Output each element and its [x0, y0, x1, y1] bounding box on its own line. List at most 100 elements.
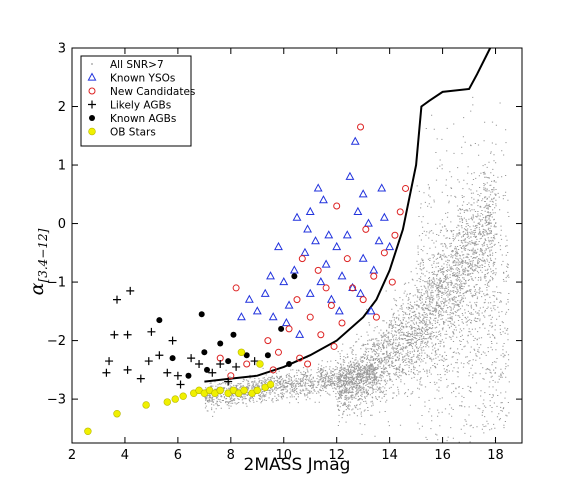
data-point	[377, 183, 387, 192]
data-point	[374, 236, 384, 245]
data-point	[163, 398, 171, 406]
data-point	[292, 212, 302, 221]
data-point	[379, 212, 389, 221]
y-tick-label: −3	[47, 393, 66, 408]
data-point	[357, 123, 365, 131]
legend-marker	[87, 72, 97, 81]
data-point	[224, 377, 233, 386]
data-point	[362, 225, 370, 233]
data-point	[142, 401, 150, 409]
data-point	[240, 386, 248, 395]
data-point	[305, 288, 315, 297]
x-tick-label: 8	[227, 448, 235, 463]
data-point	[232, 284, 240, 292]
x-tick-label: 6	[174, 448, 182, 463]
x-tick-label: 12	[328, 448, 345, 463]
data-point	[345, 171, 355, 180]
data-point	[260, 288, 270, 297]
y-tick-label: 2	[58, 100, 66, 115]
data-point	[208, 368, 217, 377]
data-point	[289, 265, 299, 274]
data-point	[274, 348, 282, 356]
data-point	[204, 366, 210, 373]
y-tick-label: 3	[58, 42, 66, 57]
data-point	[113, 410, 121, 418]
legend-box	[80, 55, 192, 147]
data-point	[321, 259, 331, 268]
data-point	[285, 325, 293, 333]
data-point	[155, 351, 164, 360]
data-point	[327, 301, 335, 309]
data-point	[338, 319, 346, 327]
data-point	[227, 372, 235, 380]
data-point	[306, 313, 314, 321]
data-point	[236, 312, 246, 321]
x-tick-label: 4	[121, 448, 129, 463]
x-tick-label: 14	[381, 448, 398, 463]
data-point	[333, 202, 341, 210]
legend-label: Known AGBs	[110, 113, 176, 125]
legend-label: OB Stars	[110, 126, 156, 138]
data-point	[313, 183, 323, 192]
data-point	[250, 357, 259, 366]
data-point	[136, 374, 145, 383]
y-axis-subscript: [3.4−12]	[36, 228, 50, 282]
data-point	[279, 277, 289, 286]
x-tick-label: 18	[487, 448, 504, 463]
data-point	[303, 224, 313, 233]
legend-label: All SNR>7	[110, 59, 164, 71]
data-point	[396, 208, 404, 216]
legend-item: New Candidates	[88, 86, 195, 98]
data-point	[156, 317, 163, 324]
data-point	[291, 273, 298, 280]
data-points	[84, 123, 410, 435]
data-point	[281, 317, 291, 327]
series-known-ysos	[236, 136, 395, 338]
data-point	[230, 331, 237, 338]
legend-item: OB Stars	[88, 126, 156, 138]
x-tick-label: 16	[434, 448, 451, 463]
data-point	[343, 255, 351, 263]
plot-frame	[71, 47, 523, 444]
data-point	[295, 329, 305, 338]
y-tick-label: 0	[58, 217, 66, 232]
data-point	[268, 312, 278, 321]
data-point	[380, 249, 388, 257]
data-point	[123, 365, 132, 374]
data-point	[391, 231, 399, 239]
legend-marker	[88, 87, 96, 95]
data-point	[364, 218, 373, 227]
data-point	[350, 136, 360, 145]
data-point	[385, 241, 395, 251]
y-tick-label: 1	[58, 159, 66, 174]
series-likely-agbs	[102, 286, 259, 389]
data-point	[176, 380, 185, 389]
data-point	[147, 327, 156, 336]
data-point	[266, 271, 275, 280]
data-point	[169, 355, 176, 362]
data-point	[179, 392, 187, 400]
data-point	[232, 362, 241, 371]
data-point	[322, 284, 330, 292]
legend-item: Known AGBs	[89, 113, 176, 125]
x-tick-label: 10	[275, 448, 292, 463]
data-point	[266, 380, 275, 389]
legend-marker	[91, 63, 93, 65]
data-point	[163, 368, 172, 377]
data-point	[388, 278, 396, 286]
data-point	[314, 266, 322, 274]
data-point	[84, 427, 92, 435]
data-point	[173, 371, 182, 380]
data-point	[370, 272, 378, 280]
data-point	[105, 357, 114, 366]
data-point	[324, 230, 334, 239]
y-axis-title: α[3.4−12]	[26, 228, 50, 295]
svg-text:α[3.4−12]: α[3.4−12]	[26, 228, 50, 295]
legend-item: All SNR>7	[91, 59, 164, 71]
data-point	[298, 255, 306, 263]
data-point	[337, 271, 347, 280]
data-point	[201, 349, 208, 356]
legend-marker	[88, 100, 96, 109]
